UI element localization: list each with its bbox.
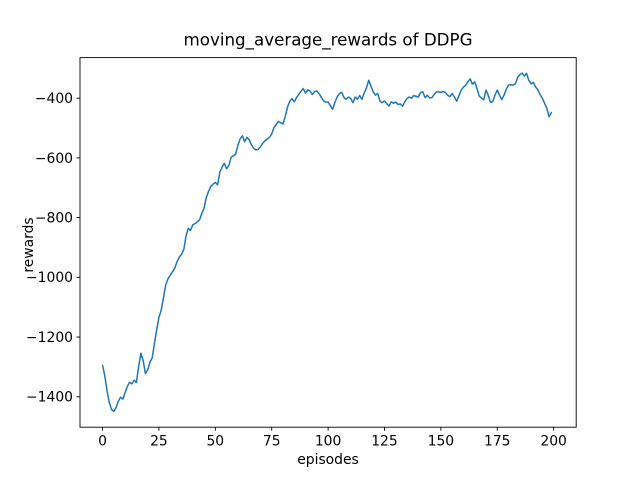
plot-area: 0 25 50 75 100 125 150 175 200 −400 −600 −800 −1000 −… — [26, 57, 577, 449]
x-tick-label: 125 — [371, 433, 398, 449]
chart-title: moving_average_rewards of DDPG — [183, 30, 472, 51]
x-axis-label: episodes — [297, 452, 359, 468]
x-tick-label: 100 — [315, 433, 342, 449]
x-tick-label: 200 — [540, 433, 567, 449]
y-tick-label: −600 — [35, 151, 73, 167]
x-tick-label: 75 — [263, 433, 281, 449]
y-tick-label: −400 — [35, 91, 73, 107]
x-tick-label: 150 — [428, 433, 455, 449]
x-tick-label: 25 — [150, 433, 168, 449]
x-tick-label: 175 — [484, 433, 511, 449]
series-line — [101, 72, 553, 413]
plot-border — [79, 57, 577, 428]
x-tick-label: 50 — [206, 433, 224, 449]
x-tick-label: 0 — [98, 433, 107, 449]
y-axis-label: rewards — [21, 217, 37, 272]
y-tick-label: −1000 — [26, 270, 73, 286]
y-tick-label: −800 — [35, 211, 73, 227]
y-tick-label: −1400 — [26, 390, 73, 406]
y-tick-label: −1200 — [26, 330, 73, 346]
